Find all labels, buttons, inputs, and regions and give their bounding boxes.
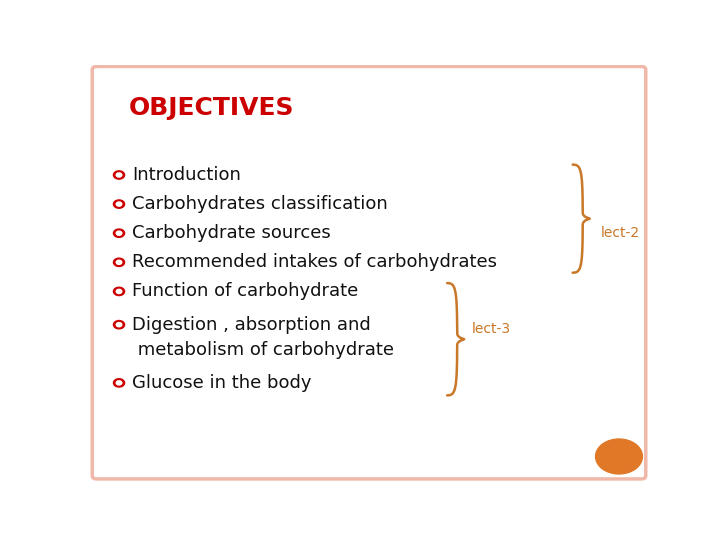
Circle shape (114, 229, 125, 238)
Text: lect-3: lect-3 (472, 322, 511, 336)
Circle shape (114, 171, 125, 179)
Circle shape (114, 379, 125, 387)
Text: Digestion , absorption and: Digestion , absorption and (132, 316, 371, 334)
Text: lect-2: lect-2 (600, 226, 639, 240)
Circle shape (595, 439, 642, 474)
Text: Function of carbohydrate: Function of carbohydrate (132, 282, 358, 300)
Circle shape (114, 321, 125, 329)
Circle shape (114, 200, 125, 208)
Text: OBJECTIVES: OBJECTIVES (129, 97, 294, 120)
Circle shape (116, 260, 122, 265)
FancyBboxPatch shape (92, 66, 646, 479)
Circle shape (114, 287, 125, 295)
Text: Introduction: Introduction (132, 166, 240, 184)
Text: Carbohydrate sources: Carbohydrate sources (132, 224, 330, 242)
Text: metabolism of carbohydrate: metabolism of carbohydrate (132, 341, 394, 359)
Circle shape (116, 322, 122, 327)
Circle shape (116, 381, 122, 385)
Circle shape (116, 289, 122, 294)
Text: Glucose in the body: Glucose in the body (132, 374, 311, 392)
Text: Carbohydrates classification: Carbohydrates classification (132, 195, 387, 213)
Circle shape (116, 202, 122, 206)
Circle shape (114, 258, 125, 266)
Circle shape (116, 231, 122, 235)
Circle shape (116, 173, 122, 177)
Text: Recommended intakes of carbohydrates: Recommended intakes of carbohydrates (132, 253, 497, 271)
